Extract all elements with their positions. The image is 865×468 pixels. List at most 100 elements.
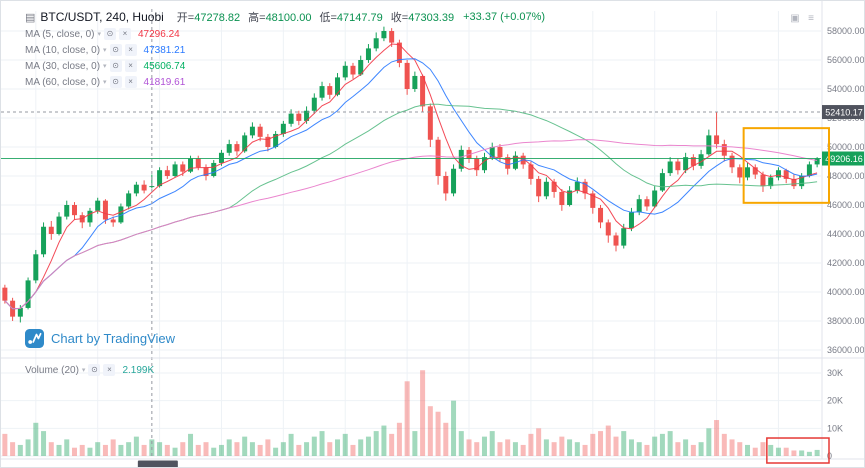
indicator-close-icon[interactable]: ×: [124, 44, 137, 56]
candle-body: [172, 164, 178, 176]
volume-bar: [628, 439, 634, 456]
candle-body: [706, 135, 712, 155]
volume-bar: [350, 444, 356, 456]
indicator-close-icon[interactable]: ×: [118, 28, 131, 40]
indicator-close-icon[interactable]: ×: [124, 60, 137, 72]
price-tick-label: 36000.00: [827, 345, 865, 355]
candle-body: [203, 167, 209, 176]
candle-body: [636, 199, 642, 213]
candle-body: [157, 170, 163, 187]
volume-bar: [41, 431, 47, 456]
tradingview-logo-icon: [25, 329, 44, 348]
maximize-pane-icon[interactable]: ▣: [790, 13, 800, 24]
volume-bar: [652, 436, 658, 456]
pane-menu-icon[interactable]: ≡: [808, 13, 814, 24]
symbol-title-row[interactable]: ▤ BTC/USDT, 240, Huobi 开=47278.82 高=4810…: [25, 9, 545, 25]
ma-10-line: [4, 58, 818, 310]
candle-body: [644, 199, 650, 207]
ma-lines-layer: [4, 43, 818, 310]
candle-body: [396, 42, 402, 63]
volume-tick-label: 10K: [827, 423, 843, 433]
volume-bar: [605, 425, 611, 456]
volume-bar: [659, 433, 665, 456]
volume-bar: [218, 444, 224, 456]
candle-body: [814, 158, 820, 165]
candle-body: [567, 190, 573, 205]
candle-body: [489, 147, 495, 158]
tradingview-attribution[interactable]: Chart by TradingView: [25, 329, 175, 348]
volume-bar: [358, 439, 364, 456]
volume-bar: [342, 433, 348, 456]
candle-body: [551, 181, 557, 192]
volume-bar: [17, 444, 23, 456]
high-label: 高=: [248, 12, 266, 24]
candle-body: [435, 139, 441, 176]
candle-body: [195, 158, 201, 168]
volume-label: Volume (20): [25, 364, 79, 376]
volume-row[interactable]: Volume (20) ▾ ⊙ × 2.199K: [25, 363, 154, 377]
volume-bar: [582, 444, 588, 456]
candle-body: [304, 110, 310, 121]
candle-body: [265, 136, 271, 147]
indicator-close-icon[interactable]: ×: [103, 364, 116, 376]
indicator-close-icon[interactable]: ×: [124, 76, 137, 88]
candle-body: [737, 167, 743, 178]
candle-body: [87, 210, 93, 223]
ma30-value: 45606.74: [143, 60, 186, 72]
chart-series-icon: ▤: [25, 11, 36, 24]
candle-body: [582, 181, 588, 194]
volume-bar: [79, 444, 85, 456]
volume-bar: [404, 381, 410, 456]
volume-bar: [714, 420, 720, 456]
candle-body: [56, 216, 62, 234]
volume-bar: [806, 451, 812, 456]
candle-body: [25, 280, 31, 308]
ma10-row[interactable]: MA (10, close, 0) ▾ ⊙ × 47381.21: [25, 43, 545, 57]
chevron-down-icon: ▾: [81, 367, 86, 374]
volume-bar: [783, 447, 789, 456]
candle-body: [2, 287, 8, 301]
indicator-settings-icon[interactable]: ⊙: [109, 44, 122, 56]
volume-bar: [288, 433, 294, 456]
candle-body: [420, 75, 426, 107]
candle-body: [71, 205, 77, 216]
watermark-text[interactable]: Chart by TradingView: [51, 331, 176, 346]
volume-bar: [559, 436, 565, 456]
ma5-row[interactable]: MA (5, close, 0) ▾ ⊙ × 47296.24: [25, 27, 545, 41]
indicator-settings-icon[interactable]: ⊙: [103, 28, 116, 40]
volume-bar: [420, 370, 426, 456]
candle-body: [373, 38, 379, 49]
candle-body: [218, 152, 224, 163]
candle-body: [613, 235, 619, 246]
candle-body: [164, 170, 170, 176]
volume-bar: [304, 442, 310, 456]
ma30-row[interactable]: MA (30, close, 0) ▾ ⊙ × 45606.74: [25, 59, 545, 73]
volume-bar: [551, 442, 557, 456]
candle-body: [505, 157, 511, 169]
indicator-settings-icon[interactable]: ⊙: [109, 76, 122, 88]
volume-bar: [164, 444, 170, 456]
volume-bar: [396, 422, 402, 456]
volume-bar: [226, 439, 232, 456]
indicator-settings-icon[interactable]: ⊙: [109, 60, 122, 72]
volume-bar: [435, 411, 441, 456]
candle-body: [559, 191, 565, 205]
volume-bar: [141, 444, 147, 456]
symbol-title[interactable]: BTC/USDT, 240, Huobi: [40, 10, 164, 24]
volume-bar: [737, 442, 743, 456]
candle-body: [234, 144, 240, 152]
indicator-settings-icon[interactable]: ⊙: [88, 364, 101, 376]
volume-bar: [458, 431, 464, 456]
volume-bar: [64, 439, 70, 456]
volume-bar: [675, 442, 681, 456]
volume-bar: [667, 431, 673, 456]
volume-bar: [327, 442, 333, 456]
volume-bar: [87, 447, 93, 456]
volume-bar: [33, 422, 39, 456]
candle-body: [574, 181, 580, 191]
volume-value: 2.199K: [122, 364, 155, 376]
grid-layer: [1, 11, 821, 457]
ma60-row[interactable]: MA (60, close, 0) ▾ ⊙ × 41819.61: [25, 75, 545, 89]
candle-body: [628, 212, 634, 229]
